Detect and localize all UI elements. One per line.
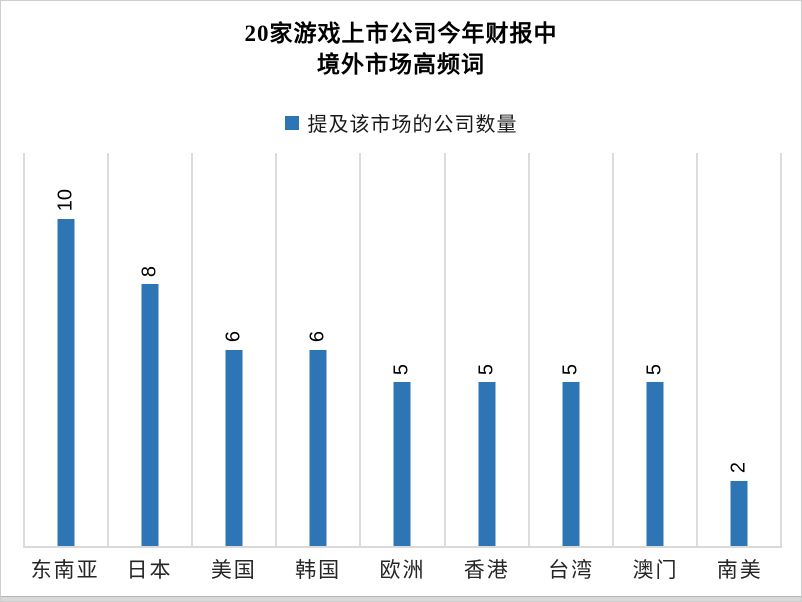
bar-value-label: 10 (54, 189, 77, 212)
legend-label: 提及该市场的公司数量 (307, 114, 518, 136)
category-label: 香港 (463, 558, 510, 582)
bar (646, 382, 664, 546)
category-label: 欧洲 (379, 558, 426, 582)
category-label: 日本 (126, 558, 173, 582)
category-column: 8 (109, 153, 194, 546)
category-column: 5 (361, 153, 446, 546)
category-column: 2 (698, 153, 782, 546)
legend: 提及该市场的公司数量 (1, 108, 801, 137)
category-label: 澳门 (632, 558, 679, 582)
category-column: 6 (277, 153, 362, 546)
bar (57, 218, 75, 546)
bar (478, 382, 496, 546)
bar-value-label: 5 (559, 364, 582, 376)
image-bottom-border (1, 596, 801, 601)
plot-area: 10 8 6 6 5 5 5 5 2 (23, 153, 782, 548)
category-column: 5 (530, 153, 614, 546)
category-column: 5 (446, 153, 530, 546)
bar-value-label: 5 (390, 364, 413, 376)
chart-title: 20家游戏上市公司今年财报中 境外市场高频词 (1, 18, 801, 80)
category-column: 10 (25, 153, 110, 546)
category-label: 南美 (716, 558, 763, 582)
category-label: 东南亚 (30, 558, 100, 582)
bar-value-label: 5 (643, 364, 666, 376)
bar (309, 349, 327, 546)
bar (562, 382, 580, 546)
bar (141, 284, 159, 546)
bar (730, 480, 748, 546)
x-axis-labels: 东南亚 日本 美国 韩国 欧洲 香港 台湾 澳门 南美 (23, 554, 782, 584)
category-label: 韩国 (295, 558, 342, 582)
bar-value-label: 5 (475, 364, 498, 376)
chart-title-line-1: 20家游戏上市公司今年财报中 (244, 21, 558, 46)
bar (225, 349, 243, 546)
bar-value-label: 6 (222, 331, 245, 343)
bar-value-label: 6 (306, 331, 329, 343)
bar-value-label: 2 (727, 462, 750, 474)
category-column: 6 (193, 153, 278, 546)
bar (393, 382, 411, 546)
category-label: 美国 (210, 558, 257, 582)
category-column: 5 (614, 153, 698, 546)
legend-color-swatch (284, 115, 299, 130)
category-label: 台湾 (548, 558, 595, 582)
bar-value-label: 8 (138, 265, 161, 278)
chart-title-line-2: 境外市场高频词 (317, 52, 485, 77)
